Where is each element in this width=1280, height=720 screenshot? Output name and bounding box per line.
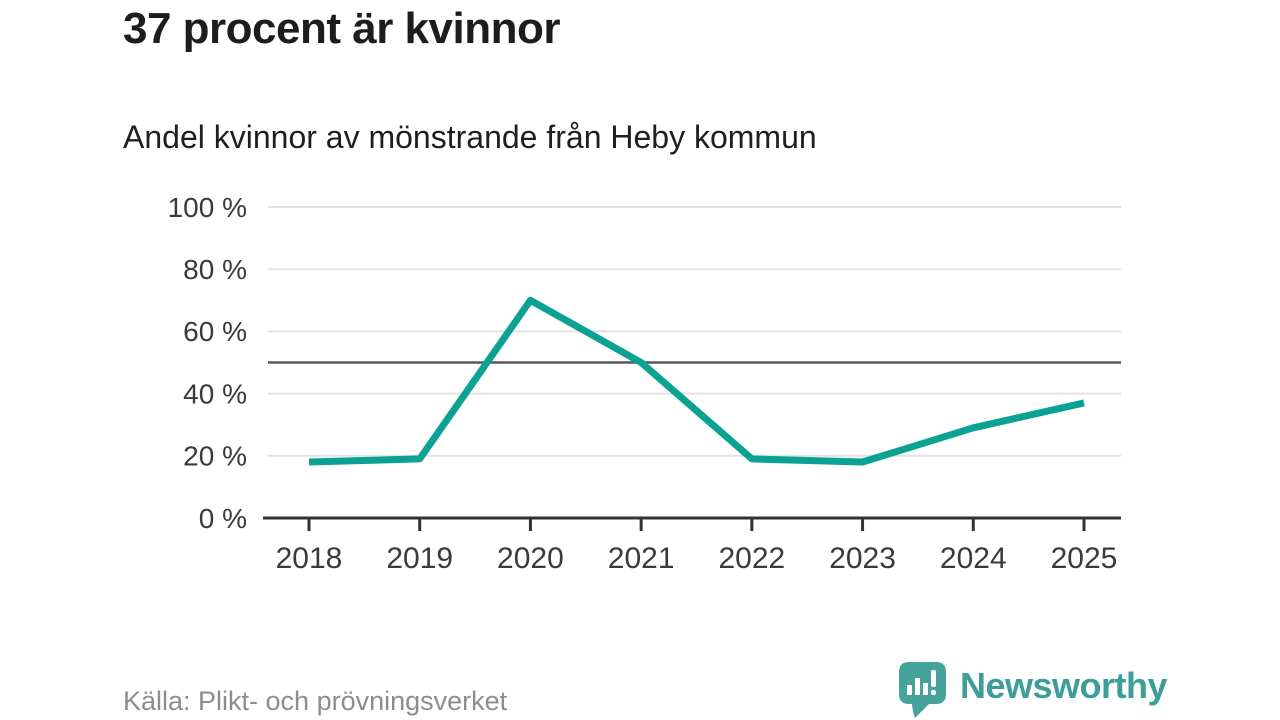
- logo-bar-2: [915, 677, 920, 695]
- x-tick-label: 2023: [829, 542, 896, 575]
- y-tick-label: 0 %: [199, 503, 247, 534]
- newsworthy-logo-icon: [899, 661, 946, 718]
- x-tick-label: 2019: [386, 542, 453, 575]
- newsworthy-logo: Newsworthy: [899, 661, 1168, 719]
- speech-bubble-shape: [899, 661, 946, 718]
- x-tick-label: 2025: [1051, 542, 1118, 575]
- logo-bar-1: [907, 684, 912, 695]
- logo-bar-3: [923, 682, 928, 695]
- y-tick-label: 80 %: [183, 254, 247, 285]
- x-tick-label: 2022: [718, 542, 785, 575]
- logo-exclamation-bar: [931, 669, 936, 687]
- brand-name: Newsworthy: [960, 665, 1168, 706]
- x-tick-label: 2024: [940, 542, 1007, 575]
- page-title: 37 procent är kvinnor: [123, 4, 560, 53]
- x-tick-label: 2018: [276, 542, 343, 575]
- y-tick-label: 40 %: [183, 378, 247, 409]
- x-tick-label: 2020: [497, 542, 564, 575]
- y-tick-label: 20 %: [183, 441, 247, 472]
- x-tick-label: 2021: [608, 542, 675, 575]
- y-tick-label: 60 %: [183, 316, 247, 347]
- chart-subtitle: Andel kvinnor av mönstrande från Heby ko…: [123, 119, 817, 155]
- logo-exclamation-dot: [931, 689, 936, 695]
- data-line: [308, 296, 1085, 466]
- source-note: Källa: Plikt- och prövningsverket: [123, 686, 508, 716]
- y-tick-label: 100 %: [168, 192, 247, 223]
